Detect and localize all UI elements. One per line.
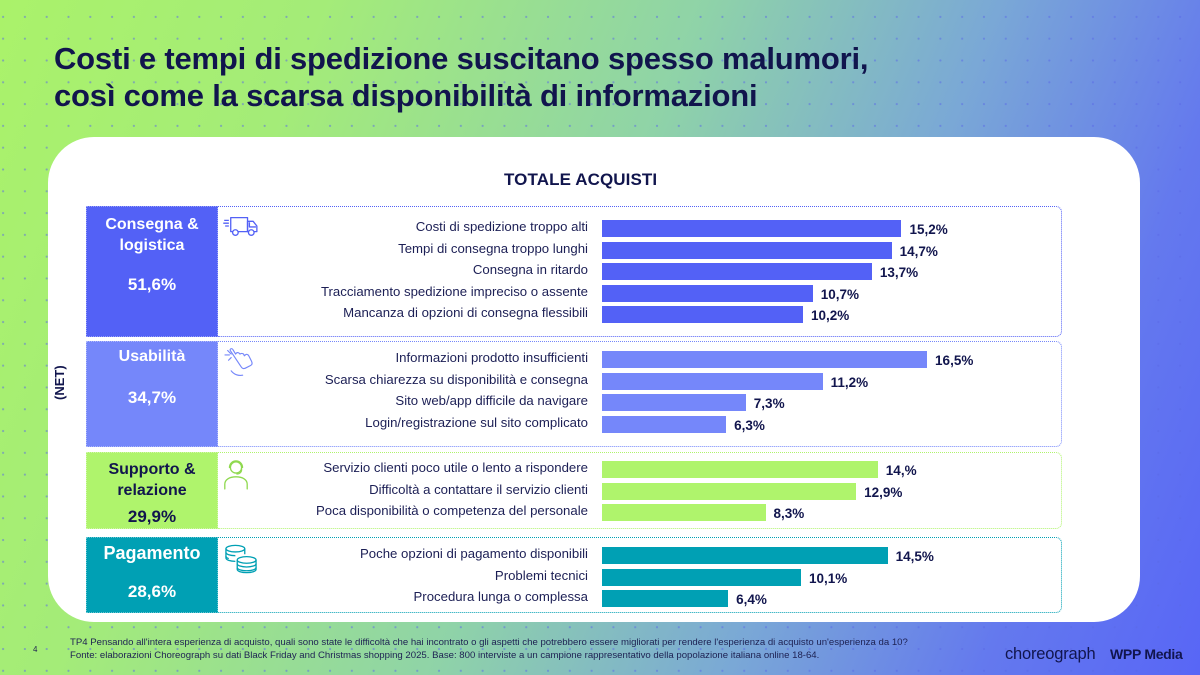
wpp-media-logo: WPP Media bbox=[1110, 646, 1183, 662]
bar-label: Servizio clienti poco utile o lento a ri… bbox=[323, 460, 588, 475]
bar bbox=[602, 284, 813, 302]
category-name: Supporto & relazione bbox=[87, 459, 217, 501]
bar-value-label: 15,2% bbox=[909, 222, 948, 237]
bar bbox=[602, 547, 888, 564]
bar-label: Costi di spedizione troppo alti bbox=[415, 219, 588, 234]
bar-label: Poche opzioni di pagamento disponibili bbox=[359, 546, 588, 561]
bar bbox=[602, 415, 727, 433]
bar-value-label: 14,5% bbox=[895, 549, 934, 564]
group-consegna-logistica: Consegna & logistica 51,6% Costi di spedizi… bbox=[86, 206, 1062, 337]
bar-value-label: 11,2% bbox=[830, 374, 869, 390]
bar bbox=[602, 504, 766, 522]
bar bbox=[602, 351, 928, 368]
group-supporto-relazione: Supporto & relazione 29,9% Servizio clienti… bbox=[86, 452, 1062, 529]
bar bbox=[602, 241, 892, 259]
bar-label: Procedura lunga o complessa bbox=[413, 589, 588, 605]
group-outline bbox=[218, 537, 1062, 613]
group-outline bbox=[218, 452, 1062, 529]
group-outline bbox=[218, 206, 1062, 337]
category-box: Consegna & logistica 51,6% bbox=[86, 206, 218, 337]
category-box: Pagamento 28,6% bbox=[86, 537, 218, 613]
category-box: Usabilità 34,7% bbox=[86, 341, 218, 447]
bar-label: Problemi tecnici bbox=[494, 567, 588, 583]
bar-value-label: 14,% bbox=[885, 463, 917, 478]
group-pagamento: Pagamento 28,6% Poche opzioni di pagamento… bbox=[86, 537, 1062, 613]
bar-value-label: 10,7% bbox=[820, 286, 860, 302]
group-outline bbox=[218, 341, 1062, 447]
category-box: Supporto & relazione 29,9% bbox=[86, 452, 218, 529]
bar-label: Tracciamento spedizione impreciso o asse… bbox=[320, 283, 588, 299]
category-net-value: 29,9% bbox=[127, 507, 177, 526]
slide-title: Costi e tempi di spedizione suscitano sp… bbox=[54, 40, 869, 114]
bar-label: Difficoltà a contattare il servizio clie… bbox=[369, 481, 588, 497]
category-net-value: 51,6% bbox=[127, 275, 177, 294]
bar bbox=[602, 590, 729, 608]
bar-value-label: 16,5% bbox=[935, 353, 974, 368]
bar bbox=[602, 220, 902, 237]
bar bbox=[602, 306, 803, 324]
bar-value-label: 6,4% bbox=[736, 592, 767, 608]
bar-value-label: 10,2% bbox=[810, 308, 850, 324]
slide-title-line-2: così come la scarsa disponibilità di inf… bbox=[54, 78, 758, 113]
delivery-truck-icon bbox=[222, 212, 258, 242]
headset-agent-icon bbox=[222, 458, 258, 490]
category-net-value: 28,6% bbox=[127, 582, 177, 601]
bar bbox=[602, 461, 878, 478]
bar bbox=[602, 372, 823, 390]
bar-label: Sito web/app difficile da navigare bbox=[395, 393, 588, 409]
bar-label: Mancanza di opzioni di consegna flessibi… bbox=[343, 305, 588, 321]
category-name: Pagamento bbox=[87, 543, 217, 564]
category-name: Consegna & logistica bbox=[87, 214, 217, 256]
bar-value-label: 14,7% bbox=[899, 243, 938, 259]
chart-card bbox=[48, 137, 1140, 622]
bar bbox=[602, 263, 872, 281]
bar-label: Poca disponibilità o competenza del pers… bbox=[316, 503, 588, 519]
category-net-value: 34,7% bbox=[127, 388, 177, 407]
bar-value-label: 13,7% bbox=[879, 265, 919, 281]
category-name: Usabilità bbox=[87, 346, 217, 367]
bar-label: Informazioni prodotto insufficienti bbox=[395, 350, 588, 365]
bar bbox=[602, 482, 857, 500]
footnote: TP4 Pensando all'intera esperienza di ac… bbox=[70, 637, 908, 662]
category-name-line: Supporto & bbox=[108, 461, 196, 478]
bar bbox=[602, 568, 801, 586]
bar-value-label: 8,3% bbox=[773, 506, 805, 522]
bar-label: Login/registrazione sul sito complicato bbox=[365, 414, 588, 430]
bar bbox=[602, 394, 746, 412]
choreograph-logo: choreograph bbox=[1005, 645, 1096, 663]
bar-value-label: 6,3% bbox=[734, 417, 765, 433]
category-name-line: logistica bbox=[119, 237, 185, 254]
category-name-line: relazione bbox=[117, 482, 187, 499]
category-name-line: Pagamento bbox=[103, 543, 201, 563]
group-usabilita: Usabilità 34,7% Informazioni prodotto insu… bbox=[86, 341, 1062, 447]
footnote-source: Fonte: elaborazioni Choreograph su dati … bbox=[70, 649, 820, 661]
bar-label: Consegna in ritardo bbox=[472, 262, 588, 278]
category-name-line: Consegna & bbox=[105, 216, 199, 233]
category-name-line: Usabilità bbox=[118, 348, 186, 365]
coins-stack-icon bbox=[222, 543, 258, 574]
chart-title: TOTALE ACQUISTI bbox=[504, 170, 658, 189]
bar-value-label: 7,3% bbox=[753, 396, 785, 412]
footnote-question: TP4 Pensando all'intera esperienza di ac… bbox=[70, 637, 908, 648]
hand-touch-icon bbox=[222, 347, 258, 377]
bar-label: Tempi di consegna troppo lunghi bbox=[398, 240, 588, 256]
page-number: 4 bbox=[33, 645, 38, 654]
bar-value-label: 10,1% bbox=[808, 570, 848, 586]
slide-title-line-1: Costi e tempi di spedizione suscitano sp… bbox=[54, 41, 869, 76]
bar-label: Scarsa chiarezza su disponibilità e cons… bbox=[324, 371, 588, 387]
bar-value-label: 12,9% bbox=[864, 484, 903, 500]
net-axis-label: (NET) bbox=[52, 365, 67, 400]
